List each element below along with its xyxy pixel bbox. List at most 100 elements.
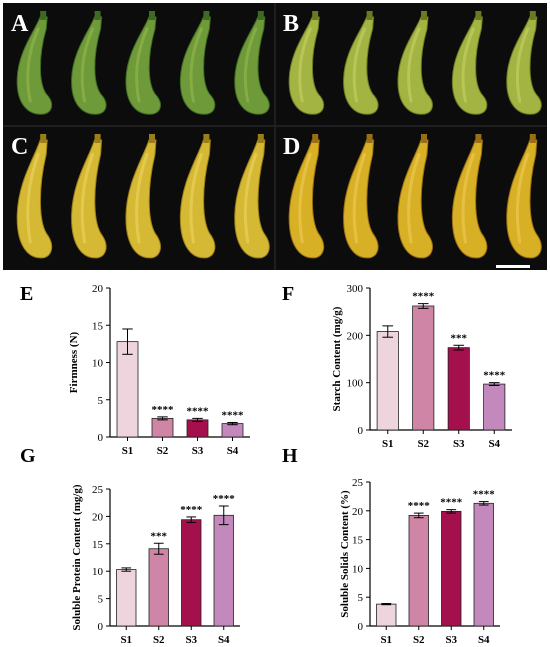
significance-mark: ****: [412, 291, 435, 303]
y-tick-label: 5: [98, 395, 104, 407]
chart-panel-label: E: [20, 283, 33, 305]
significance-mark: ****: [187, 405, 210, 417]
y-tick-label: 0: [358, 425, 364, 437]
panel-label: C: [11, 134, 28, 160]
bar-s3: [181, 519, 202, 627]
chart-f: F 0 100 200 300 Starch Content (mg/g) S1 **** S2…: [282, 283, 512, 450]
x-tick-label: S1: [382, 438, 394, 450]
y-axis-label: Starch Content (mg/g): [331, 306, 343, 411]
x-tick-label: S4: [218, 634, 230, 646]
bar-s2: [408, 515, 429, 627]
banana: [397, 134, 433, 259]
bar-s2: [412, 305, 435, 431]
banana: [451, 134, 488, 259]
significance-mark: ***: [451, 332, 468, 344]
y-axis-label: Soluble Solids Content (%): [339, 490, 351, 618]
chart-g: G 0 5 10 15 20 25 Soluble Protein Content (mg/g…: [20, 445, 240, 646]
bar-s2: [151, 417, 174, 438]
significance-mark: ****: [473, 489, 496, 501]
chart-panel-label: H: [282, 445, 298, 467]
photo-panel-d: D: [283, 134, 542, 259]
banana-photo-panel: A B C D: [0, 0, 550, 272]
banana: [71, 134, 107, 259]
significance-mark: ****: [440, 497, 463, 509]
bar-s1: [376, 331, 399, 431]
banana: [125, 11, 161, 115]
bar-s4: [221, 423, 244, 438]
banana: [343, 134, 379, 259]
banana: [451, 11, 488, 115]
banana: [288, 11, 325, 115]
y-tick-label: 10: [352, 563, 364, 575]
scale-bar: [496, 265, 530, 268]
bar-s3: [447, 347, 470, 431]
banana: [179, 134, 216, 259]
y-axis-label: Firmness (N): [68, 331, 80, 393]
photo-panel-a: A: [11, 11, 270, 115]
chart-panel-label: G: [20, 445, 36, 467]
banana: [16, 11, 53, 115]
y-tick-label: 5: [358, 592, 364, 604]
x-tick-label: S1: [380, 634, 392, 646]
y-tick-label: 200: [347, 330, 364, 342]
bar-s2: [148, 548, 169, 627]
significance-mark: ***: [151, 530, 168, 542]
significance-mark: ****: [213, 493, 236, 505]
x-tick-label: S2: [157, 445, 169, 457]
x-tick-label: S3: [453, 438, 465, 450]
banana: [234, 134, 270, 259]
bar-s4: [473, 502, 494, 627]
banana: [71, 11, 107, 115]
x-tick-label: S2: [413, 634, 425, 646]
y-tick-label: 10: [92, 566, 104, 578]
bar-charts: E 0 5 10 15 20 Firmness (N) S1 **** S2 **** S3 **** S…: [20, 283, 512, 646]
x-tick-label: S4: [488, 438, 500, 450]
x-tick-label: S4: [478, 634, 490, 646]
y-tick-label: 300: [347, 283, 364, 295]
bar-s3: [441, 510, 462, 627]
banana: [288, 134, 325, 259]
photo-panel-c: C: [11, 134, 270, 259]
y-tick-label: 20: [352, 506, 364, 518]
y-tick-label: 10: [92, 358, 104, 370]
y-tick-label: 20: [92, 283, 104, 295]
banana: [125, 134, 161, 259]
significance-mark: ****: [152, 404, 175, 416]
x-tick-label: S2: [153, 634, 165, 646]
x-tick-label: S2: [417, 438, 429, 450]
x-tick-label: S4: [227, 445, 239, 457]
banana: [397, 11, 433, 115]
x-tick-label: S3: [445, 634, 457, 646]
banana: [506, 134, 542, 259]
significance-mark: ****: [483, 370, 506, 382]
y-tick-label: 15: [92, 320, 104, 332]
banana: [506, 11, 542, 115]
y-tick-label: 0: [358, 621, 364, 633]
panel-label: A: [11, 11, 29, 37]
x-tick-label: S1: [122, 445, 134, 457]
y-tick-label: 0: [98, 621, 104, 633]
chart-e: E 0 5 10 15 20 Firmness (N) S1 **** S2 **** S3 **** S…: [20, 283, 250, 457]
y-tick-label: 15: [92, 539, 104, 551]
bar-s4: [483, 383, 506, 431]
bar-s1: [116, 569, 137, 627]
bar-s3: [186, 419, 209, 438]
y-tick-label: 15: [352, 535, 364, 547]
y-tick-label: 100: [347, 378, 364, 390]
banana: [234, 11, 270, 115]
y-axis-label: Soluble Protein Content (mg/g): [71, 484, 83, 630]
panel-label: D: [283, 134, 300, 160]
significance-mark: ****: [180, 504, 203, 516]
bar-s1: [116, 341, 139, 438]
chart-panel-label: F: [282, 283, 294, 305]
x-tick-label: S3: [185, 634, 197, 646]
significance-mark: ****: [408, 500, 431, 512]
banana: [343, 11, 379, 115]
x-tick-label: S1: [120, 634, 132, 646]
bar-s1: [376, 603, 397, 627]
panel-label: B: [283, 11, 299, 37]
photo-panel-b: B: [283, 11, 542, 115]
banana: [16, 134, 53, 259]
y-tick-label: 5: [98, 594, 104, 606]
